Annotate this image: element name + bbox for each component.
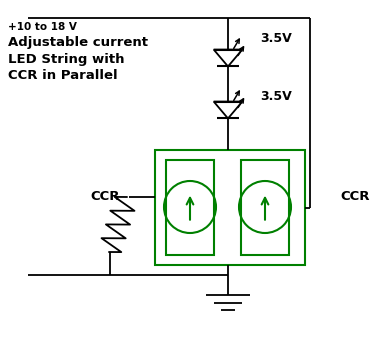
Bar xyxy=(166,159,214,254)
Text: CCR: CCR xyxy=(340,191,370,203)
Text: Adjustable current
LED String with
CCR in Parallel: Adjustable current LED String with CCR i… xyxy=(8,36,148,82)
Text: CCR: CCR xyxy=(90,191,120,203)
Text: 3.5V: 3.5V xyxy=(260,31,292,45)
Bar xyxy=(241,159,289,254)
Bar xyxy=(155,150,305,265)
Text: 3.5V: 3.5V xyxy=(260,89,292,103)
Text: +10 to 18 V: +10 to 18 V xyxy=(8,22,77,32)
